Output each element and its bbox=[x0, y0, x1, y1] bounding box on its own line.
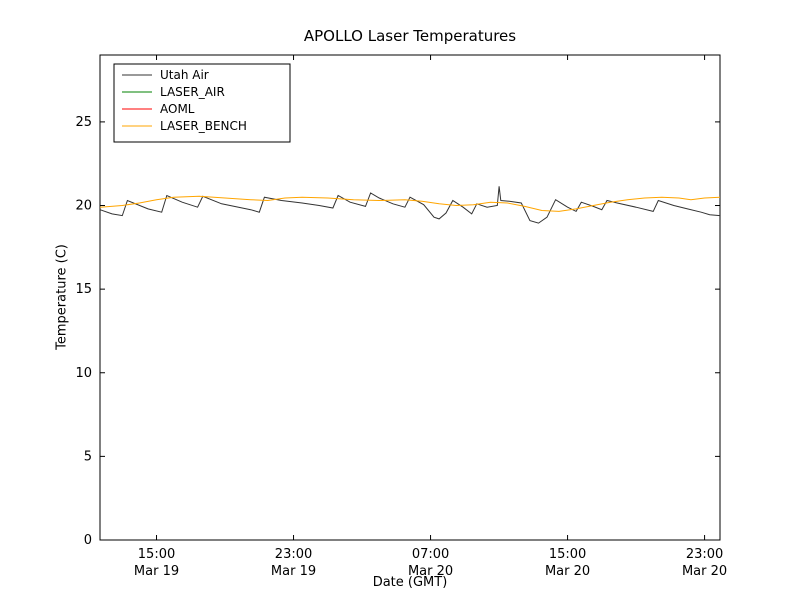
legend-label-laser-bench: LASER_BENCH bbox=[160, 119, 247, 133]
x-tick-time-label: 23:00 bbox=[275, 547, 312, 562]
x-tick-date-label: Mar 19 bbox=[134, 564, 179, 579]
y-tick-label: 25 bbox=[75, 115, 92, 130]
x-tick-time-label: 15:00 bbox=[549, 547, 586, 562]
x-tick-date-label: Mar 19 bbox=[271, 564, 316, 579]
x-tick-time-label: 15:00 bbox=[138, 547, 175, 562]
y-tick-label: 20 bbox=[75, 199, 92, 214]
y-tick-label: 15 bbox=[75, 282, 92, 297]
y-tick-label: 0 bbox=[84, 533, 92, 548]
y-tick-label: 10 bbox=[75, 366, 92, 381]
legend-label-laser-air: LASER_AIR bbox=[160, 85, 225, 99]
series-line-utah-air bbox=[99, 186, 721, 224]
x-tick-date-label: Mar 20 bbox=[682, 564, 727, 579]
x-tick-time-label: 07:00 bbox=[412, 547, 449, 562]
x-tick-date-label: Mar 20 bbox=[545, 564, 590, 579]
x-axis-label: Date (GMT) bbox=[372, 575, 448, 590]
legend-label-utah-air: Utah Air bbox=[160, 68, 209, 82]
axes-frame bbox=[99, 54, 721, 541]
chart-title: APOLLO Laser Temperatures bbox=[303, 27, 517, 45]
y-axis-label: Temperature (C) bbox=[54, 244, 70, 350]
legend-box bbox=[113, 63, 291, 143]
x-tick-time-label: 23:00 bbox=[686, 547, 723, 562]
x-tick-date-label: Mar 20 bbox=[408, 564, 453, 579]
legend-label-aoml: AOML bbox=[160, 102, 195, 116]
y-tick-label: 5 bbox=[84, 449, 92, 464]
series-line-laser-bench bbox=[99, 195, 721, 212]
